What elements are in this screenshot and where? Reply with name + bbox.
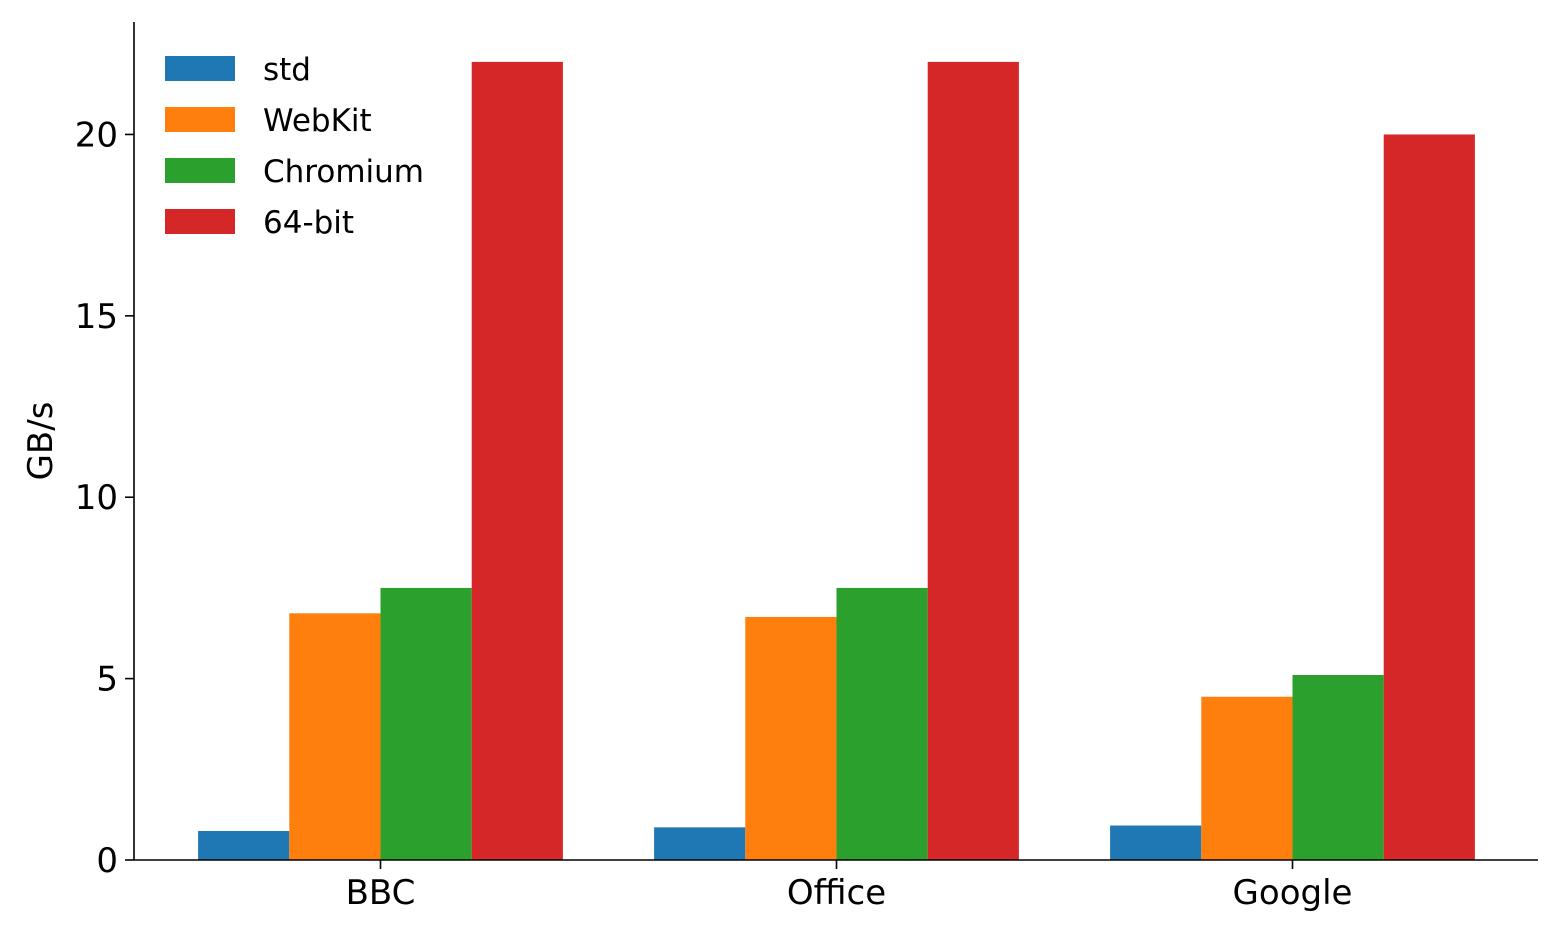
legend-swatch-webkit [165, 107, 235, 132]
bar-webkit-google [1201, 696, 1293, 860]
bar-chromium-google [1292, 674, 1384, 860]
legend-label: std [263, 52, 311, 88]
x-tick-label: BBC [346, 873, 416, 913]
bar-std-office [654, 827, 746, 860]
y-tick-label: 10 [75, 478, 118, 518]
y-tick-label: 15 [75, 297, 118, 337]
y-axis-label: GB/s [21, 402, 61, 481]
legend-swatch-chromium [165, 158, 235, 183]
bar-std-bbc [198, 830, 290, 860]
bar-chromium-office [836, 587, 928, 860]
y-tick-label: 20 [75, 115, 118, 155]
legend: std WebKit Chromium 64-bit [165, 52, 424, 241]
legend-label: WebKit [263, 103, 372, 139]
x-tick-label: Office [787, 873, 886, 913]
bar-std-google [1110, 825, 1202, 860]
legend-swatch-std [165, 56, 235, 81]
legend-label: Chromium [263, 154, 424, 190]
bar-64-bit-google [1383, 134, 1475, 860]
x-tick-label: Google [1233, 873, 1353, 913]
bar-webkit-bbc [289, 613, 381, 860]
legend-swatch-64-bit [165, 209, 235, 234]
y-axis-ticks: 0 5 10 15 20 [75, 115, 134, 881]
y-tick-label: 0 [96, 841, 118, 881]
bar-64-bit-office [927, 61, 1019, 860]
y-tick-label: 5 [96, 660, 118, 700]
bar-chromium-bbc [380, 587, 472, 860]
x-axis-ticks: BBC Office Google [346, 860, 1353, 913]
legend-label: 64-bit [263, 205, 354, 241]
bars [198, 61, 1475, 860]
bar-64-bit-bbc [471, 61, 563, 860]
bar-webkit-office [745, 616, 837, 860]
